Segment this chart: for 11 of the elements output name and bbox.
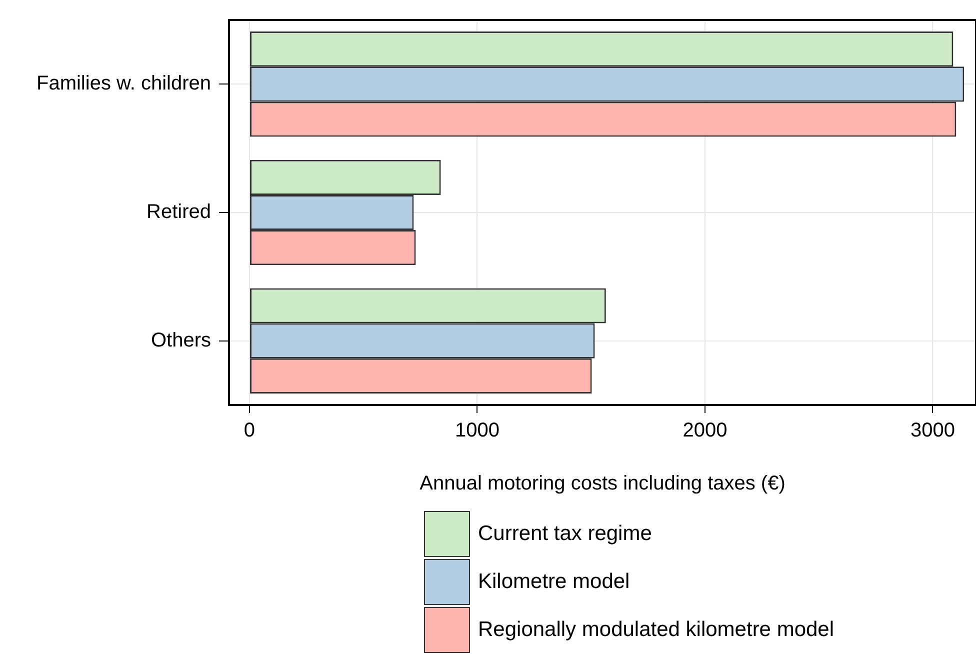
legend-label: Kilometre model	[478, 570, 630, 594]
x-axis-title: Annual motoring costs including taxes (€)	[420, 472, 786, 495]
x-tick-label: 0	[244, 420, 256, 442]
y-tick-label: Families w. children	[36, 72, 211, 95]
x-tick-label: 3000	[910, 420, 955, 442]
x-tick-label: 2000	[682, 420, 728, 442]
legend-label: Regionally modulated kilometre model	[478, 618, 834, 642]
legend-label: Current tax regime	[478, 522, 652, 546]
y-tick-label: Others	[150, 329, 211, 352]
y-tick-label: Retired	[146, 201, 211, 224]
x-tick-label: 1000	[454, 420, 500, 442]
